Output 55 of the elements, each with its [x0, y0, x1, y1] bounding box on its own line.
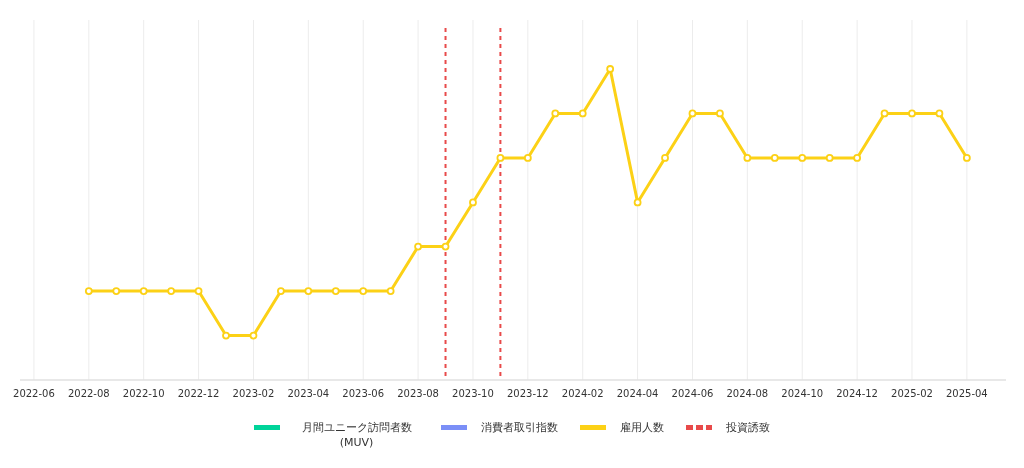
x-tick-label: 2023-06 — [342, 388, 385, 399]
point — [304, 287, 313, 295]
point — [853, 154, 862, 162]
x-tick-label: 2023-02 — [232, 388, 275, 399]
point — [276, 287, 285, 295]
x-tick-label: 2022-06 — [13, 388, 55, 399]
point — [167, 287, 176, 295]
x-tick-label: 2025-02 — [891, 388, 933, 399]
point — [84, 287, 93, 295]
x-tick-label: 2023-10 — [452, 388, 494, 399]
x-tick-label: 2022-08 — [67, 388, 110, 399]
point — [962, 154, 971, 162]
x-tick-label: 2024-04 — [616, 388, 659, 399]
legend-label: 月間ユニーク訪問者数 (MUV) — [300, 420, 413, 450]
legend-label: 消費者取引指数 — [481, 420, 558, 435]
point — [359, 287, 368, 295]
x-tick-label: 2022-10 — [122, 388, 165, 399]
point — [414, 242, 422, 251]
x-tick-label: 2024-06 — [671, 388, 714, 399]
point — [743, 154, 752, 162]
point — [222, 331, 230, 340]
point — [798, 154, 807, 162]
x-tick-label: 2024-02 — [561, 388, 604, 399]
x-tick-label: 2024-12 — [836, 388, 879, 399]
x-tick-label: 2024-08 — [726, 388, 769, 399]
point — [194, 287, 203, 295]
point — [469, 198, 477, 207]
point — [441, 242, 450, 251]
point — [633, 198, 642, 207]
point — [770, 154, 779, 162]
point — [331, 287, 340, 295]
x-tick-label: 2023-12 — [506, 388, 549, 399]
x-tick-label: 2025-04 — [945, 388, 988, 399]
point — [578, 109, 587, 118]
point — [496, 154, 505, 162]
point — [688, 109, 697, 118]
point — [825, 154, 834, 162]
x-tick-label: 2024-10 — [781, 388, 824, 399]
point — [716, 109, 724, 118]
legend-label: 投資誘致 — [726, 420, 770, 435]
point — [908, 109, 916, 118]
legend-label: 雇用人数 — [620, 420, 664, 435]
point — [606, 65, 615, 73]
point — [880, 109, 889, 118]
x-tick-label: 2022-12 — [177, 388, 220, 399]
x-tick-label: 2023-08 — [397, 388, 439, 399]
point — [139, 287, 148, 295]
point — [112, 287, 121, 295]
point — [386, 287, 395, 295]
point — [523, 154, 532, 162]
point — [661, 154, 669, 162]
point — [935, 109, 944, 118]
x-tick-label: 2023-04 — [287, 388, 330, 399]
point — [249, 331, 258, 340]
point — [551, 109, 560, 118]
